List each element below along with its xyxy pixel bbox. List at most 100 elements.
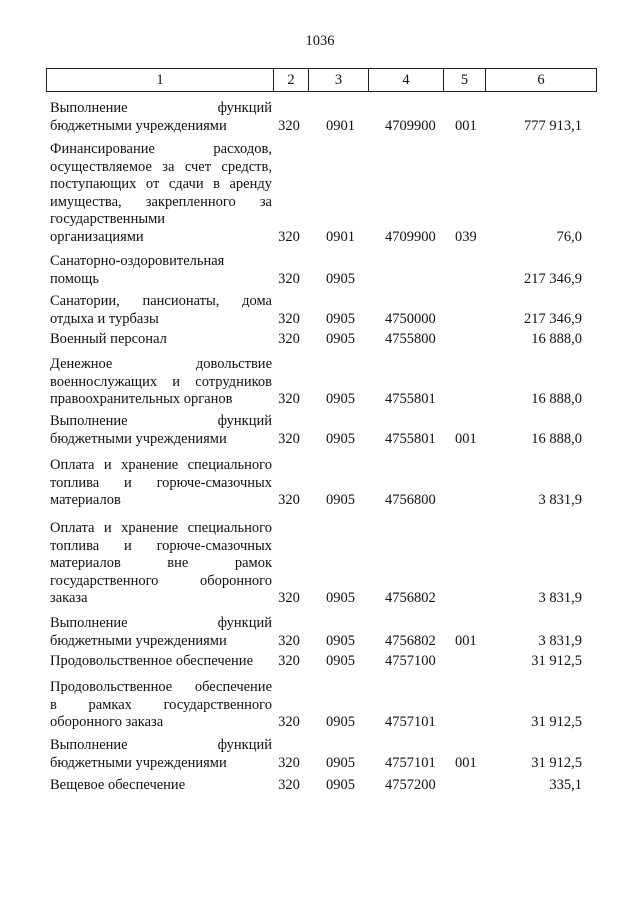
cell-c5: 001 [455,632,477,649]
cell-c2: 320 [278,331,300,347]
cell-c2: 320 [278,754,300,771]
row-description: Финансирование расходов, осуществляемое з… [50,141,272,247]
cell-c4: 4709900 [385,117,436,134]
cell-c2: 320 [278,117,300,134]
cell-c3: 0905 [326,653,355,669]
cell-c5: 001 [455,754,477,771]
cell-c4: 4757101 [385,754,436,771]
cell-c3: 0905 [326,430,355,447]
description-line: государственными [50,211,166,228]
table-row: Оплата и хранение специального топлива и … [50,457,590,510]
cell-c2: 320 [278,310,300,327]
cell-c2: 320 [278,714,300,731]
table-row: Санатории, пансионаты, дома отдыха и турб… [50,293,590,328]
cell-c3: 0905 [326,492,355,509]
cell-c3: 0905 [326,777,355,793]
row-description: Оплата и хранение специального топлива и … [50,457,272,510]
description-line: Вещевое обеспечение [50,777,186,793]
cell-c2: 320 [278,590,300,607]
cell-c6: 16 888,0 [531,430,582,447]
cell-c6: 217 346,9 [524,270,582,287]
header-col-1: 1 [46,68,274,92]
cell-c4: 4757101 [385,714,436,731]
row-description: Денежное довольствие военнослужащих и сот… [50,356,272,409]
description-line: топлива и горюче-смазочных [50,474,272,491]
cell-c4: 4750000 [385,310,436,327]
table-row: Вещевое обеспечение 320 0905 4757200 335,1 [50,777,590,795]
cell-c5: 039 [455,229,477,245]
description-line: помощь [50,270,99,287]
cell-c5: 001 [455,117,477,134]
cell-c3: 0905 [326,310,355,327]
table-row: Выполнение функций бюджетными учреждениям… [50,615,590,650]
row-description: Выполнение функций бюджетными учреждениям… [50,615,272,650]
cell-c4: 4709900 [385,229,436,245]
description-line: материалов [50,492,121,509]
table-row: Продовольственное обеспечение в рамках го… [50,679,590,732]
description-line: Продовольственное обеспечение [50,679,272,695]
cell-c6: 16 888,0 [531,331,582,347]
header-col-6: 6 [485,68,597,92]
description-line: Санатории, пансионаты, дома [50,293,272,309]
description-line: Продовольственное обеспечение [50,653,253,669]
cell-c4: 4756802 [385,590,436,607]
header-col-5: 5 [443,68,486,92]
cell-c4: 4756800 [385,492,436,509]
row-description: Вещевое обеспечение [50,777,272,795]
cell-c6: 31 912,5 [531,754,582,771]
row-description: Продовольственное обеспечение [50,653,272,671]
description-line: Денежное довольствие [50,356,272,372]
description-line: в рамках государственного [50,696,272,713]
cell-c3: 0905 [326,331,355,347]
table-row: Выполнение функций бюджетными учреждениям… [50,413,590,448]
row-description: Оплата и хранение специального топлива и … [50,520,272,608]
cell-c2: 320 [278,430,300,447]
cell-c2: 320 [278,391,300,408]
page-number: 1036 [305,33,335,49]
table-row: Санаторно-оздоровительная помощь 320 0905 21… [50,253,590,288]
description-line: Оплата и хранение специального [50,457,272,473]
cell-c3: 0905 [326,590,355,607]
cell-c6: 3 831,9 [538,492,583,509]
description-line: Санаторно-оздоровительная [50,253,225,269]
description-line: оборонного заказа [50,714,164,731]
description-line: заказа [50,590,88,607]
cell-c6: 335,1 [549,777,582,793]
cell-c3: 0905 [326,391,355,408]
header-col-2: 2 [273,68,309,92]
cell-c3: 0905 [326,714,355,731]
description-line: бюджетными учреждениями [50,754,227,771]
cell-c6: 16 888,0 [531,391,582,408]
table-row: Финансирование расходов, осуществляемое з… [50,141,590,247]
cell-c2: 320 [278,270,300,287]
cell-c6: 3 831,9 [538,590,583,607]
row-description: Военный персонал [50,331,272,349]
header-col-4: 4 [368,68,444,92]
description-line: бюджетными учреждениями [50,430,227,447]
cell-c4: 4756802 [385,632,436,649]
description-line: Оплата и хранение специального [50,520,272,536]
cell-c2: 320 [278,777,300,793]
cell-c2: 320 [278,653,300,669]
description-line: Выполнение функций [50,737,272,753]
cell-c6: 3 831,9 [538,632,583,649]
table-row: Денежное довольствие военнослужащих и сот… [50,356,590,409]
cell-c6: 777 913,1 [524,117,582,134]
cell-c6: 217 346,9 [524,310,582,327]
cell-c3: 0905 [326,754,355,771]
table-row: Оплата и хранение специального топлива и … [50,520,590,608]
table-row: Продовольственное обеспечение 320 0905 4757… [50,653,590,671]
cell-c6: 31 912,5 [531,653,582,669]
table-row: Военный персонал 320 0905 4755800 16 888,0 [50,331,590,349]
description-line: военнослужащих и сотрудников [50,373,272,390]
description-line: правоохранительных органов [50,391,233,408]
description-line: бюджетными учреждениями [50,632,227,649]
description-line: имущества, закрепленного за [50,193,272,210]
description-line: топлива и горюче-смазочных [50,537,272,554]
description-line: осуществляемое за счет средств, [50,158,272,175]
cell-c4: 4755800 [385,331,436,347]
row-description: Выполнение функций бюджетными учреждениям… [50,737,272,772]
description-line: организациями [50,228,144,245]
header-col-3: 3 [308,68,369,92]
cell-c2: 320 [278,632,300,649]
